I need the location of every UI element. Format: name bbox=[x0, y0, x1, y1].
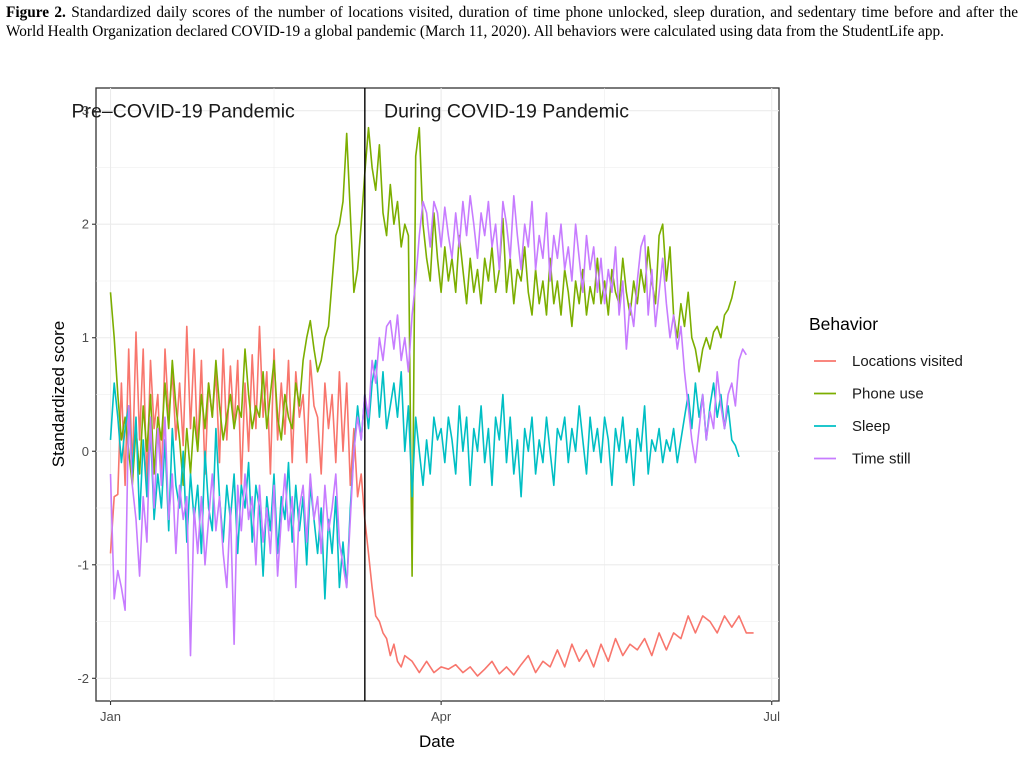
y-tick-label: 2 bbox=[82, 217, 89, 232]
x-tick-label: Jan bbox=[100, 709, 121, 724]
legend-label: Sleep bbox=[852, 418, 890, 435]
y-tick-label: 0 bbox=[82, 444, 89, 459]
legend-label: Locations visited bbox=[852, 353, 963, 370]
x-axis-title: Date bbox=[419, 732, 455, 751]
legend-label: Phone use bbox=[852, 386, 924, 403]
series-line-time-still bbox=[109, 195, 747, 657]
series-line-phone-use bbox=[109, 126, 737, 577]
x-tick-label: Jul bbox=[763, 709, 780, 724]
legend-title: Behavior bbox=[809, 314, 878, 334]
period-annotation: During COVID-19 Pandemic bbox=[384, 101, 629, 123]
y-tick-label: 1 bbox=[82, 330, 89, 345]
x-axis: Jan Apr Jul bbox=[100, 701, 780, 724]
legend: Behavior Locations visited Phone use Sleep… bbox=[809, 314, 963, 468]
x-tick-label: Apr bbox=[431, 709, 452, 724]
series-lines bbox=[109, 126, 754, 677]
y-axis-title: Standardized score bbox=[49, 321, 68, 467]
y-axis: -2 -1 0 1 2 3 bbox=[77, 103, 96, 686]
period-annotations: Pre–COVID-19 Pandemic During COVID-19 Pan… bbox=[72, 101, 630, 123]
figure-label: Figure 2. bbox=[6, 4, 66, 21]
figure-caption: Figure 2. Standardized daily scores of t… bbox=[6, 4, 1018, 41]
series-line-sleep bbox=[109, 359, 740, 600]
y-tick-label: -2 bbox=[77, 671, 89, 686]
y-tick-label: 3 bbox=[82, 103, 89, 118]
figure-caption-text: Standardized daily scores of the number … bbox=[6, 4, 1019, 40]
legend-label: Time still bbox=[852, 451, 911, 468]
period-annotation: Pre–COVID-19 Pandemic bbox=[72, 101, 296, 123]
y-tick-label: -1 bbox=[77, 557, 89, 572]
series-line-locations-visited bbox=[109, 325, 754, 677]
